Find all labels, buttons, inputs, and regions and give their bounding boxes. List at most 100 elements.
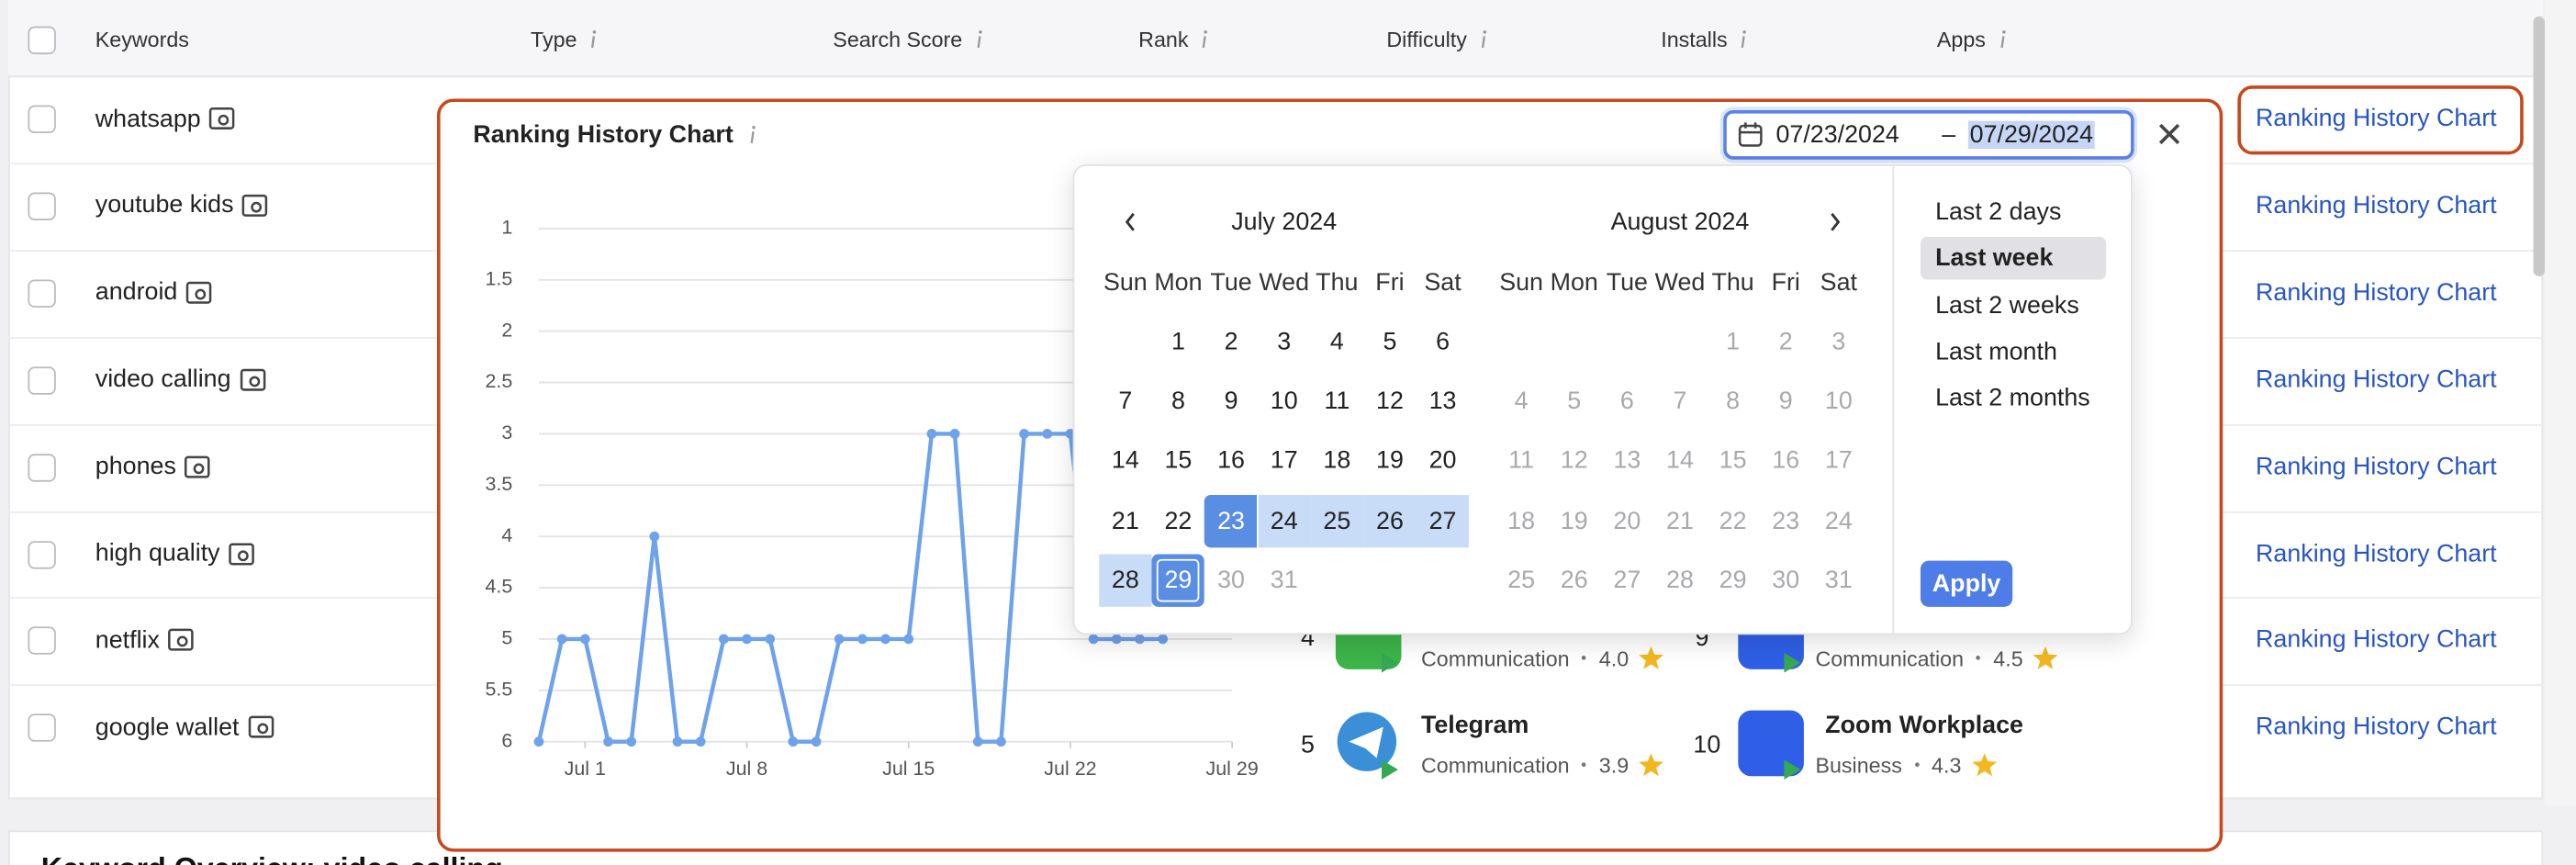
calendar-day[interactable]: 10 [1270,388,1298,416]
calendar-day[interactable]: 21 [1111,506,1139,535]
range-cell [1310,494,1364,547]
dot [1582,762,1587,768]
preset-option[interactable]: Last month [1935,337,2057,366]
calendar-day[interactable]: 11 [1324,388,1350,416]
preset-option[interactable]: Last 2 weeks [1935,291,2079,320]
calendar-day: 1 [1726,328,1741,356]
weekday: Fri [1771,268,1800,298]
calendar-day: 15 [1719,446,1747,476]
play-badge [1382,759,1398,780]
calendar-day: 31 [1270,566,1298,595]
calendar-day[interactable]: 18 [1323,446,1351,476]
icon-frame [185,281,212,304]
calendar-day[interactable]: 20 [1428,446,1457,476]
link-highlight [2237,85,2524,155]
range-cell [1099,554,1152,607]
checkbox[interactable] [28,540,56,568]
app-category: Communication [1420,645,1570,670]
calendar-day: 11 [1508,446,1535,476]
scrollbar-thumb[interactable] [2533,16,2545,276]
rank-point [996,736,1006,747]
calendar-day: 28 [1666,566,1694,595]
ranking-history-link[interactable]: Ranking History Chart [2256,626,2497,655]
checkbox[interactable] [28,453,56,481]
checkbox[interactable] [28,192,56,220]
calendar-day: 7 [1673,388,1687,416]
overview-title: Keyword Overview: video calling [41,853,503,865]
calendar-day[interactable]: 1 [1170,328,1185,356]
calendar-day[interactable]: 9 [1224,388,1238,416]
month-nav[interactable] [1831,212,1841,231]
apply-button[interactable] [1920,560,2013,607]
calendar-day[interactable]: 16 [1217,446,1245,476]
checkbox[interactable] [28,713,56,743]
preset-option[interactable]: Last 2 months [1935,384,2090,412]
calendar-day[interactable]: 27 [1428,506,1457,535]
calendar-day[interactable]: 25 [1323,506,1351,535]
calendar-day[interactable]: 5 [1383,328,1397,356]
star-icon [1639,646,1664,669]
info-icon [1481,30,1486,49]
ranking-history-link[interactable]: Ranking History Chart [2256,365,2497,394]
ranking-history-link[interactable]: Ranking History Chart [2256,278,2497,307]
ranking-history-link[interactable]: Ranking History Chart [2256,191,2497,219]
y-tick-label: 3 [501,421,512,444]
calendar-day[interactable]: 29 [1164,566,1193,595]
y-tick-label: 2 [501,319,512,341]
rank-point [765,634,776,645]
info-stem [1203,36,1207,49]
x-tick-label: Jul 29 [1206,758,1259,780]
star-icon [1639,753,1664,777]
calendar-day[interactable]: 8 [1170,388,1185,416]
calendar-day[interactable]: 28 [1111,566,1139,595]
checkbox[interactable] [28,365,56,395]
info-icon [591,30,597,49]
info-stem [1481,36,1485,49]
info-dot [593,30,597,34]
rank-point [834,634,845,645]
calendar-day[interactable]: 2 [1224,328,1238,356]
weekday: Sun [1499,268,1544,298]
ranking-history-link[interactable]: Ranking History Chart [2256,539,2497,567]
calendar-day[interactable]: 23 [1217,506,1245,535]
calendar-day[interactable]: 14 [1111,446,1139,476]
calendar-day[interactable]: 13 [1428,388,1457,416]
keyword: android [95,278,178,307]
month-nav[interactable] [1125,212,1136,231]
calendar-day[interactable]: 7 [1118,388,1133,416]
checkbox[interactable] [28,627,56,656]
calendar-day[interactable]: 24 [1270,506,1298,535]
calendar-day[interactable]: 4 [1329,328,1344,356]
x-tick-label: Jul 1 [565,758,606,780]
calendar-day[interactable]: 12 [1376,388,1404,416]
preset-option[interactable]: Last week [1935,244,2054,273]
rank-point [949,429,960,439]
checkbox[interactable] [28,105,56,134]
ranking-history-link[interactable]: Ranking History Chart [2256,452,2497,481]
checkbox[interactable] [28,26,56,55]
calendar-day: 18 [1507,506,1536,535]
checkbox[interactable] [28,279,56,308]
close-x [2158,123,2180,145]
icon-lens [177,636,188,648]
calendar-day[interactable]: 6 [1436,328,1450,356]
x-tick-label: Jul 15 [882,758,935,780]
calendar-day: 22 [1719,506,1747,535]
y-tick-label: 2.5 [485,370,512,392]
ranking-history-link[interactable]: Ranking History Chart [2256,713,2497,742]
calendar-day[interactable]: 26 [1376,506,1404,535]
ranking-history-link[interactable]: Ranking History Chart [2256,104,2497,133]
close-button[interactable] [2158,123,2180,145]
calendar-day[interactable]: 15 [1164,446,1193,476]
calendar-day: 23 [1772,506,1800,535]
calendar-day[interactable]: 17 [1270,446,1298,476]
calendar-day: 3 [1831,328,1846,356]
preset-option[interactable]: Last 2 days [1935,197,2062,227]
app-rank: 5 [1301,731,1315,759]
calendar-day[interactable]: 22 [1164,506,1193,535]
calendar-day[interactable]: 3 [1277,328,1292,356]
calendar-day[interactable]: 19 [1376,446,1404,476]
weekday: Wed [1259,268,1310,298]
icon-lens [194,462,205,474]
icon-lens [256,723,268,735]
